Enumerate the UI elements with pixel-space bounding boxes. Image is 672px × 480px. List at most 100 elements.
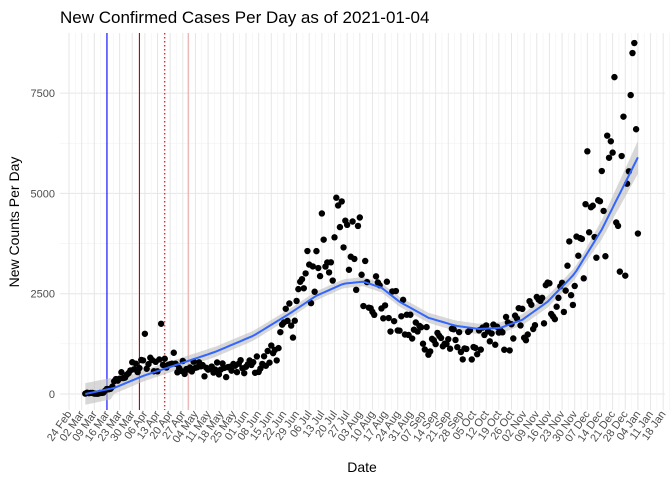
data-point <box>293 297 300 305</box>
data-point <box>264 347 271 355</box>
data-point <box>282 305 289 312</box>
data-point <box>372 273 380 280</box>
chart-title: New Confirmed Cases Per Day as of 2021-0… <box>60 8 429 27</box>
y-tick-label: 5000 <box>31 188 55 200</box>
data-point <box>566 238 573 245</box>
data-point <box>501 346 508 353</box>
data-point <box>618 152 625 160</box>
data-point <box>575 252 582 259</box>
data-point <box>325 269 333 276</box>
data-point <box>510 335 517 342</box>
data-point <box>616 268 624 275</box>
data-point <box>473 351 481 358</box>
data-point <box>181 370 188 378</box>
data-point <box>383 278 391 285</box>
data-point <box>233 368 241 376</box>
data-point <box>212 366 219 373</box>
data-point <box>632 126 640 133</box>
data-point <box>620 113 627 120</box>
data-point <box>289 334 297 341</box>
data-point <box>614 222 622 230</box>
data-point <box>600 207 607 215</box>
data-point <box>419 340 427 347</box>
data-point <box>253 353 261 360</box>
data-point <box>343 221 351 229</box>
data-point <box>349 218 356 225</box>
data-point <box>268 342 275 349</box>
data-point <box>555 294 562 302</box>
data-point <box>287 322 295 329</box>
data-point <box>407 311 414 318</box>
data-point <box>627 91 634 99</box>
data-point <box>569 301 577 309</box>
data-point <box>387 328 394 335</box>
data-point <box>352 286 360 294</box>
data-point <box>607 138 615 145</box>
data-point <box>553 303 560 310</box>
data-point <box>593 254 600 261</box>
x-axis-title: Date <box>347 459 377 475</box>
data-point <box>455 328 463 336</box>
data-point <box>156 356 163 363</box>
data-point <box>445 335 452 343</box>
y-axis-ticks: 0 2500 5000 7500 <box>31 88 55 401</box>
data-point <box>356 214 363 221</box>
data-point <box>390 317 398 325</box>
y-tick-label: 2500 <box>31 289 55 301</box>
data-point <box>338 198 345 205</box>
data-point <box>141 330 149 337</box>
data-point <box>333 194 340 201</box>
data-point <box>260 353 268 360</box>
data-point <box>161 355 168 362</box>
data-point <box>584 148 591 155</box>
data-point <box>371 311 378 319</box>
data-point <box>531 321 539 329</box>
data-point <box>132 360 140 367</box>
data-point <box>517 322 524 329</box>
data-point <box>450 326 457 333</box>
data-point <box>118 369 125 376</box>
y-axis-title: New Counts Per Day <box>6 157 22 288</box>
data-point <box>578 235 586 243</box>
data-point <box>273 357 280 364</box>
data-point <box>589 202 596 209</box>
data-point <box>528 301 535 308</box>
data-point <box>506 347 513 354</box>
data-point <box>320 236 327 243</box>
data-point <box>295 285 302 293</box>
data-point <box>492 341 499 348</box>
data-point <box>170 349 177 356</box>
data-point <box>277 328 284 336</box>
data-point <box>417 324 425 331</box>
data-point <box>560 308 568 316</box>
data-point <box>360 302 367 310</box>
data-point <box>327 259 335 266</box>
data-point <box>139 357 147 364</box>
data-point <box>304 247 311 255</box>
data-point <box>313 247 320 255</box>
data-point <box>604 132 611 139</box>
data-point <box>157 320 165 327</box>
data-point <box>354 222 362 230</box>
data-point <box>585 229 593 236</box>
smooth-line <box>85 156 639 395</box>
data-point <box>237 356 244 364</box>
data-point <box>472 344 479 352</box>
data-point <box>567 291 575 299</box>
data-point <box>622 272 629 279</box>
data-point <box>414 328 421 335</box>
data-point <box>446 345 454 352</box>
grid <box>60 33 670 410</box>
data-point <box>309 263 317 270</box>
data-point <box>298 275 306 283</box>
data-point <box>611 73 618 81</box>
confidence-ribbon-layer <box>85 140 638 405</box>
data-point <box>336 223 344 231</box>
data-point <box>598 167 605 175</box>
data-point <box>345 266 353 273</box>
data-point <box>315 264 322 272</box>
data-point <box>396 327 403 334</box>
data-point <box>483 322 490 329</box>
